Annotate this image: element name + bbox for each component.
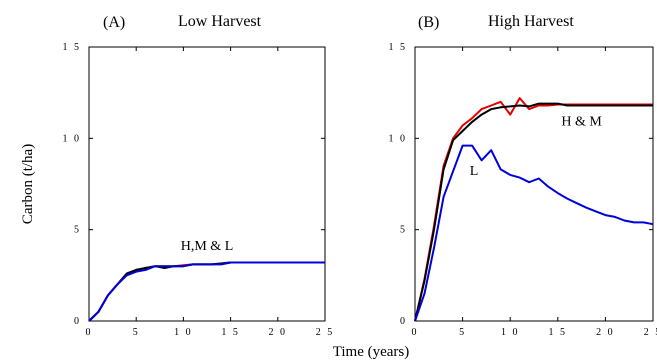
x-axis-label: Time (years) — [333, 344, 410, 360]
x-tick-label: 5 — [459, 327, 466, 338]
series-line-2 — [88, 261, 325, 322]
y-tick-label: 1 5 — [389, 42, 408, 53]
x-tick-label: 1 5 — [221, 327, 240, 338]
y-tick-label: 0 — [400, 316, 407, 327]
plot-frame — [88, 46, 326, 322]
y-tick-label: 1 5 — [63, 42, 82, 53]
x-tick-label: 0 — [86, 327, 93, 338]
y-tick-label: 5 — [74, 225, 81, 236]
annotation: L — [470, 164, 479, 179]
y-axis-label: Carbon (t/ha) — [20, 144, 36, 224]
y-tick-label: 1 0 — [63, 133, 82, 144]
y-tick-label: 0 — [74, 316, 81, 327]
x-tick-label: 5 — [133, 327, 140, 338]
series-line-1 — [414, 102, 653, 322]
plot-frame — [414, 46, 654, 322]
x-tick-label: 2 5 — [644, 327, 657, 338]
series-line-0 — [88, 261, 325, 322]
annotation: H,M & L — [181, 239, 234, 254]
series-line-1 — [88, 261, 325, 322]
panel-label: (A) — [103, 14, 125, 31]
x-tick-label: 0 — [412, 327, 419, 338]
series-line-2 — [414, 144, 654, 322]
x-tick-label: 1 0 — [501, 327, 520, 338]
panel-title: High Harvest — [488, 13, 574, 30]
panel-a: (A) Low Harvest 0 5 1 0 1 5 2 0 2 5 0 5 1 0 1 5 H,M … — [63, 13, 335, 338]
panel-title: Low Harvest — [178, 13, 262, 30]
y-tick-label: 5 — [400, 225, 407, 236]
x-tick-label: 1 0 — [174, 327, 193, 338]
series-line-0 — [414, 97, 653, 322]
y-tick-label: 1 0 — [389, 133, 408, 144]
x-tick-label: 2 5 — [316, 327, 335, 338]
x-tick-label: 2 0 — [269, 327, 288, 338]
annotation: H & M — [561, 115, 602, 130]
x-tick-label: 2 0 — [596, 327, 615, 338]
panel-label: (B) — [418, 14, 439, 31]
x-tick-label: 1 5 — [549, 327, 568, 338]
panel-b: (B) High Harvest 0 5 1 0 1 5 2 0 2 5 0 5 1 0 1 5 H &… — [389, 13, 657, 338]
